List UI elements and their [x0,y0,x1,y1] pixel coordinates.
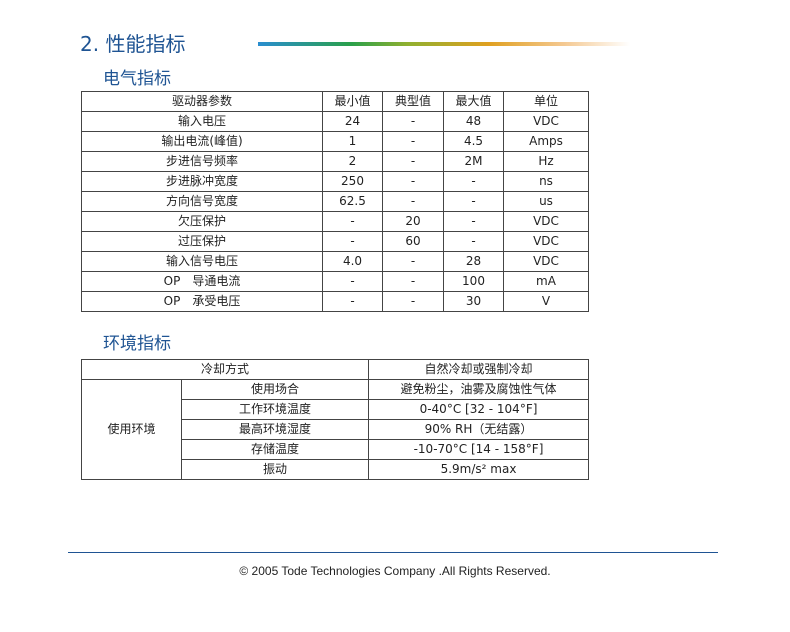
cell: - [382,271,444,292]
cell: - [382,171,444,192]
cell: 最大值 [443,91,504,112]
cell: 1 [322,131,383,152]
cell: VDC [503,231,589,252]
cell: 步进信号频率 [81,151,323,172]
cell: - [322,211,383,232]
gradient-divider [258,42,630,46]
cell: 输入电压 [81,111,323,132]
cell: 4.5 [443,131,504,152]
cell: 方向信号宽度 [81,191,323,212]
cell: 冷却方式 [81,359,369,380]
cell: 2M [443,151,504,172]
cell: VDC [503,211,589,232]
cell: 90% RH（无结露） [368,419,589,440]
table-row: 存储温度 -10-70°C [14 - 158°F] [82,439,589,460]
cell: 自然冷却或强制冷却 [368,359,589,380]
cell: - [443,171,504,192]
cell: 存储温度 [181,439,369,460]
table-row: 使用环境 使用场合 避免粉尘，油雾及腐蚀性气体 [81,379,589,480]
cell: 30 [443,291,504,312]
table-row: 欠压保护 -20- VDC [81,211,589,232]
table-row: 输出电流(峰值) 1-4.5 Amps [81,131,589,152]
cell: OP 承受电压 [81,291,323,312]
cell: 最高环境湿度 [181,419,369,440]
cell: V [503,291,589,312]
cell: ns [503,171,589,192]
cell: 输出电流(峰值) [81,131,323,152]
cell: VDC [503,111,589,132]
electrical-heading: 电气指标 [103,69,171,89]
cell: - [443,211,504,232]
table-row: OP 导通电流 - -100 mA [81,271,589,292]
cell: 4.0 [322,251,383,272]
copyright: © 2005 Tode Technologies Company .All Ri… [239,564,551,578]
cell: 60 [382,231,444,252]
cell: - [322,231,383,252]
cell: 欠压保护 [81,211,323,232]
cell: Hz [503,151,589,172]
cell: 使用环境 [81,379,182,480]
cell: VDC [503,251,589,272]
header-row: 驱动器参数 最小值 典型值 最大值 单位 [81,91,589,112]
cell: 振动 [181,459,369,480]
cell: 24 [322,111,383,132]
cell: 驱动器参数 [81,91,323,112]
cell: 100 [443,271,504,292]
cell: - [322,271,383,292]
cell: 最小值 [322,91,383,112]
cell: 5.9m/s² max [368,459,589,480]
cell: - [382,251,444,272]
cell: - [382,291,444,312]
cell: 工作环境温度 [181,399,369,420]
cell: 62.5 [322,191,383,212]
footer-divider [68,552,718,553]
cell: - [382,131,444,152]
table-row: 冷却方式 自然冷却或强制冷却 [81,359,589,380]
cell: - [322,291,383,312]
table-row: 方向信号宽度 62.5- - us [81,191,589,212]
cell: - [443,231,504,252]
cell: 步进脉冲宽度 [81,171,323,192]
cell: 250 [322,171,383,192]
cell: - [382,191,444,212]
cell: 2 [322,151,383,172]
cell: us [503,191,589,212]
cell: 28 [443,251,504,272]
cell: 20 [382,211,444,232]
cell: 典型值 [382,91,444,112]
environment-specs-table: 冷却方式 自然冷却或强制冷却 使用环境 使用场合 避免粉尘，油雾及腐蚀性气体 工作环境温… [81,359,589,480]
cell: - [443,191,504,212]
cell: - [382,151,444,172]
cell: OP 导通电流 [81,271,323,292]
page-title: 2. 性能指标 [80,32,186,56]
cell: 48 [443,111,504,132]
table-row: 步进脉冲宽度 250- - ns [81,171,589,192]
environment-heading: 环境指标 [103,334,171,354]
cell: 输入信号电压 [81,251,323,272]
cell: - [382,111,444,132]
cell: -10-70°C [14 - 158°F] [368,439,589,460]
electrical-specs-table: 驱动器参数 最小值 典型值 最大值 单位 输入电压 24-48 VDC 输出电流(峰值) 1-4.… [81,91,589,312]
cell: 单位 [503,91,589,112]
cell: 0-40°C [32 - 104°F] [368,399,589,420]
table-row: 步进信号频率 2-2M Hz [81,151,589,172]
table-row: OP 承受电压 - -30 V [81,291,589,312]
cell: 使用场合 [181,379,369,400]
cell: 避免粉尘，油雾及腐蚀性气体 [368,379,589,400]
table-row: 输入电压 24-48 VDC [81,111,589,132]
cell: 过压保护 [81,231,323,252]
cell: Amps [503,131,589,152]
table-row: 振动 5.9m/s² max [82,459,589,480]
table-row: 输入信号电压 4.0-28 VDC [81,251,589,272]
cell: mA [503,271,589,292]
table-row: 过压保护 -60- VDC [81,231,589,252]
